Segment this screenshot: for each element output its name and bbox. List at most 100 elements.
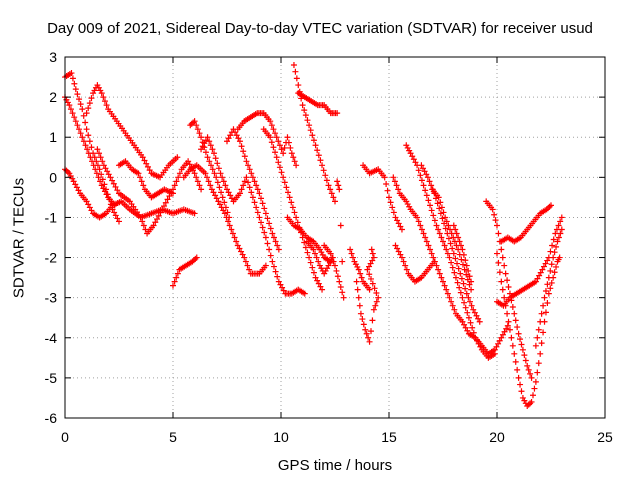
data-point (519, 346, 526, 353)
data-point (550, 254, 557, 261)
data-point (211, 150, 218, 157)
data-point (509, 342, 516, 349)
data-point (291, 158, 298, 165)
data-point (286, 194, 293, 201)
data-point (386, 194, 392, 201)
data-point (369, 250, 376, 257)
data-point (284, 134, 291, 141)
data-point (465, 267, 472, 274)
data-point (173, 274, 180, 281)
data-point (552, 230, 559, 237)
data-point (98, 171, 105, 178)
data-point (495, 340, 502, 347)
data-point (467, 319, 474, 326)
data-point (312, 274, 319, 281)
data-point (336, 186, 343, 193)
data-point (319, 162, 326, 169)
data-point (430, 212, 437, 219)
data-point (75, 187, 82, 194)
data-point (262, 262, 269, 269)
data-point (348, 250, 355, 257)
data-point (414, 214, 421, 221)
data-point (289, 204, 296, 211)
data-point (141, 157, 148, 164)
data-point (392, 242, 399, 249)
data-point (173, 178, 180, 185)
data-point (216, 201, 223, 208)
data-point (463, 290, 470, 297)
data-point (140, 182, 147, 189)
data-point (444, 290, 451, 297)
data-point (555, 222, 562, 229)
data-point (441, 282, 448, 289)
data-point (295, 82, 302, 89)
data-point (201, 140, 208, 147)
data-point (545, 290, 552, 297)
data-point (400, 258, 407, 265)
data-point (492, 217, 499, 224)
data-point (224, 186, 230, 193)
data-point (228, 195, 235, 202)
x-tick-label: 20 (489, 429, 505, 445)
data-point (243, 158, 250, 165)
data-point (470, 329, 477, 336)
data-point (371, 285, 378, 292)
data-point (277, 281, 284, 288)
data-point (76, 126, 83, 133)
data-point (504, 277, 511, 284)
data-point (114, 187, 121, 194)
data-point (362, 326, 369, 333)
data-point (332, 262, 338, 269)
data-point (545, 274, 552, 281)
data-point (174, 270, 181, 277)
data-point (266, 220, 273, 227)
data-point (389, 204, 396, 211)
data-point (461, 321, 468, 328)
data-point (280, 150, 287, 157)
data-point (322, 172, 329, 179)
data-point (269, 230, 276, 237)
data-point (450, 222, 457, 229)
data-point (473, 312, 480, 319)
data-point (229, 230, 236, 237)
data-point (74, 122, 81, 129)
data-point (542, 309, 549, 316)
data-point (213, 195, 220, 202)
data-point (372, 302, 379, 309)
data-point (220, 207, 227, 214)
data-point (69, 75, 76, 82)
data-point (375, 294, 382, 301)
data-point (219, 194, 226, 201)
data-point (350, 254, 356, 261)
data-point (461, 299, 468, 306)
data-points (62, 62, 565, 409)
data-point (84, 146, 91, 153)
y-tick-label: 1 (49, 129, 57, 145)
data-point (412, 159, 419, 166)
data-point (502, 270, 509, 277)
data-point (171, 278, 178, 285)
data-point (537, 350, 544, 357)
data-point (236, 245, 243, 252)
data-point (307, 259, 314, 266)
data-point (299, 102, 306, 109)
data-point (90, 162, 97, 169)
data-point (288, 150, 295, 157)
data-point (306, 122, 313, 129)
data-point (194, 126, 201, 133)
data-point (468, 286, 475, 293)
data-point (256, 214, 263, 221)
data-point (369, 317, 376, 324)
data-point (98, 90, 105, 97)
data-point (217, 170, 224, 177)
data-point (430, 254, 437, 261)
data-point (258, 195, 265, 202)
data-point (285, 139, 292, 146)
data-point (71, 114, 78, 121)
data-point (443, 286, 450, 293)
data-point (290, 62, 297, 69)
data-point (245, 162, 252, 169)
data-point (301, 107, 308, 114)
data-point (285, 189, 292, 196)
data-point (174, 154, 181, 161)
